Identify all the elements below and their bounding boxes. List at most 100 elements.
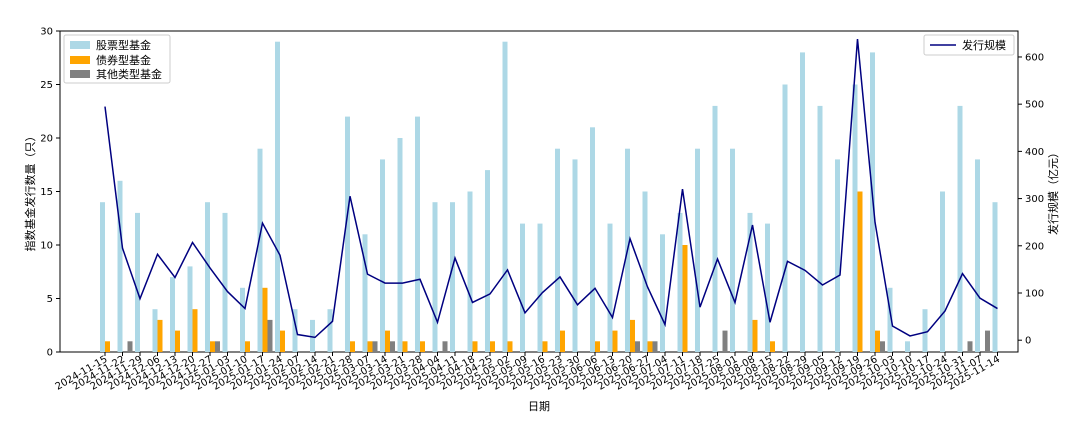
bar-stock — [135, 212, 140, 352]
bar-bond — [647, 341, 653, 352]
bar-bond — [210, 341, 215, 352]
y-tick-label: 5 — [47, 294, 53, 305]
bar-stock — [800, 52, 805, 353]
bar-stock — [520, 223, 525, 352]
bar-stock — [572, 159, 578, 352]
bar-stock — [345, 116, 350, 352]
right-axis: 0 100 200 300 400 500 600 — [1018, 52, 1044, 347]
bar-stock — [222, 212, 228, 352]
legend-left: 股票型基金 债券型基金 其他类型基金 — [63, 34, 171, 84]
bar-bond — [350, 341, 355, 352]
bar-stock — [292, 309, 298, 352]
bar-stock — [852, 84, 858, 352]
bar-stock — [205, 202, 210, 352]
bar-bond — [682, 245, 688, 352]
left-axis: 0 5 10 15 20 25 30 — [40, 27, 60, 359]
bar-bond — [192, 309, 198, 352]
y2-tick-label: 0 — [1025, 336, 1031, 347]
bar-stock — [590, 127, 595, 352]
bar-stock — [117, 180, 123, 352]
bar-bond — [245, 341, 250, 352]
line-scale-series — [104, 38, 998, 339]
bar-stock — [380, 159, 385, 352]
bar-stock — [485, 170, 490, 352]
bar-stock — [397, 138, 403, 352]
bar-stock — [537, 223, 543, 352]
y-tick-label: 30 — [40, 27, 53, 38]
y-tick-label: 15 — [40, 187, 53, 198]
y2-tick-label: 300 — [1025, 194, 1044, 205]
bar-stock — [642, 191, 648, 352]
bar-stock — [835, 159, 840, 352]
bar-bond — [507, 341, 513, 352]
bar-bond — [175, 330, 180, 352]
bar-stock — [817, 105, 823, 353]
bar-other — [635, 341, 640, 352]
legend-swatch-other — [70, 70, 90, 78]
bar-stock — [187, 266, 193, 352]
bar-stock — [467, 191, 473, 352]
bar-stock — [922, 309, 928, 352]
bar-bond — [770, 341, 775, 352]
bar-stock — [905, 341, 910, 352]
bar-stock — [327, 309, 333, 352]
bar-other — [215, 341, 220, 352]
bar-bond — [630, 319, 635, 352]
legend-label-bond: 债券型基金 — [96, 53, 151, 67]
bar-stock — [765, 223, 770, 352]
bar-stock — [695, 148, 700, 352]
bar-other — [267, 319, 273, 352]
bar-bond — [612, 330, 618, 352]
bar-bond — [157, 319, 163, 352]
bar-other — [127, 341, 133, 352]
legend-label-scale: 发行规模 — [962, 38, 1006, 52]
y-tick-label: 0 — [47, 348, 53, 359]
bar-bond — [420, 341, 425, 352]
bar-stock — [502, 41, 508, 352]
legend-swatch-bond — [70, 56, 90, 64]
y2-tick-label: 400 — [1025, 147, 1044, 158]
bar-bond — [595, 341, 600, 352]
bar-stock — [275, 41, 280, 352]
bar-stock — [100, 202, 105, 352]
legend-left-frame — [63, 34, 171, 84]
bar-bond — [560, 330, 565, 352]
bar-bond — [752, 319, 758, 352]
bar-stock — [310, 319, 315, 352]
line-layer — [104, 38, 998, 339]
bar-bond — [875, 330, 880, 352]
bar-stock — [782, 84, 788, 352]
y2-tick-label: 500 — [1025, 100, 1044, 111]
bar-stock — [170, 277, 175, 352]
bar-other — [967, 341, 973, 352]
y2-tick-label: 200 — [1025, 241, 1044, 252]
bar-bond — [542, 341, 548, 352]
y-axis-label: 指数基金发行数量（只） — [23, 131, 37, 252]
bar-stock — [450, 202, 455, 352]
bar-stock — [607, 223, 613, 352]
bar-other — [880, 341, 885, 352]
bar-other — [442, 341, 448, 352]
y2-tick-label: 600 — [1025, 52, 1044, 63]
bar-stock — [555, 148, 560, 352]
bar-bond — [402, 341, 408, 352]
bar-other — [652, 341, 658, 352]
y2-axis-label: 发行规模（亿元） — [1046, 147, 1060, 235]
bar-bond — [490, 341, 495, 352]
bar-stock — [240, 287, 245, 352]
bar-stock — [712, 105, 718, 353]
bar-stock — [747, 212, 753, 352]
bar-other — [390, 341, 395, 352]
bar-stock — [432, 202, 438, 352]
bar-bond — [280, 330, 285, 352]
bar-stock — [362, 234, 368, 352]
bar-other — [372, 341, 378, 352]
x-axis: 2024-11-152024-11-222024-11-292024-12-06… — [54, 352, 1002, 393]
legend-label-other: 其他类型基金 — [96, 67, 162, 81]
legend-label-stock: 股票型基金 — [96, 38, 151, 52]
bar-bond — [857, 191, 863, 352]
bar-stock — [887, 287, 893, 352]
x-axis-label: 日期 — [528, 400, 550, 413]
bars-layer — [100, 41, 998, 353]
bar-bond — [105, 341, 110, 352]
